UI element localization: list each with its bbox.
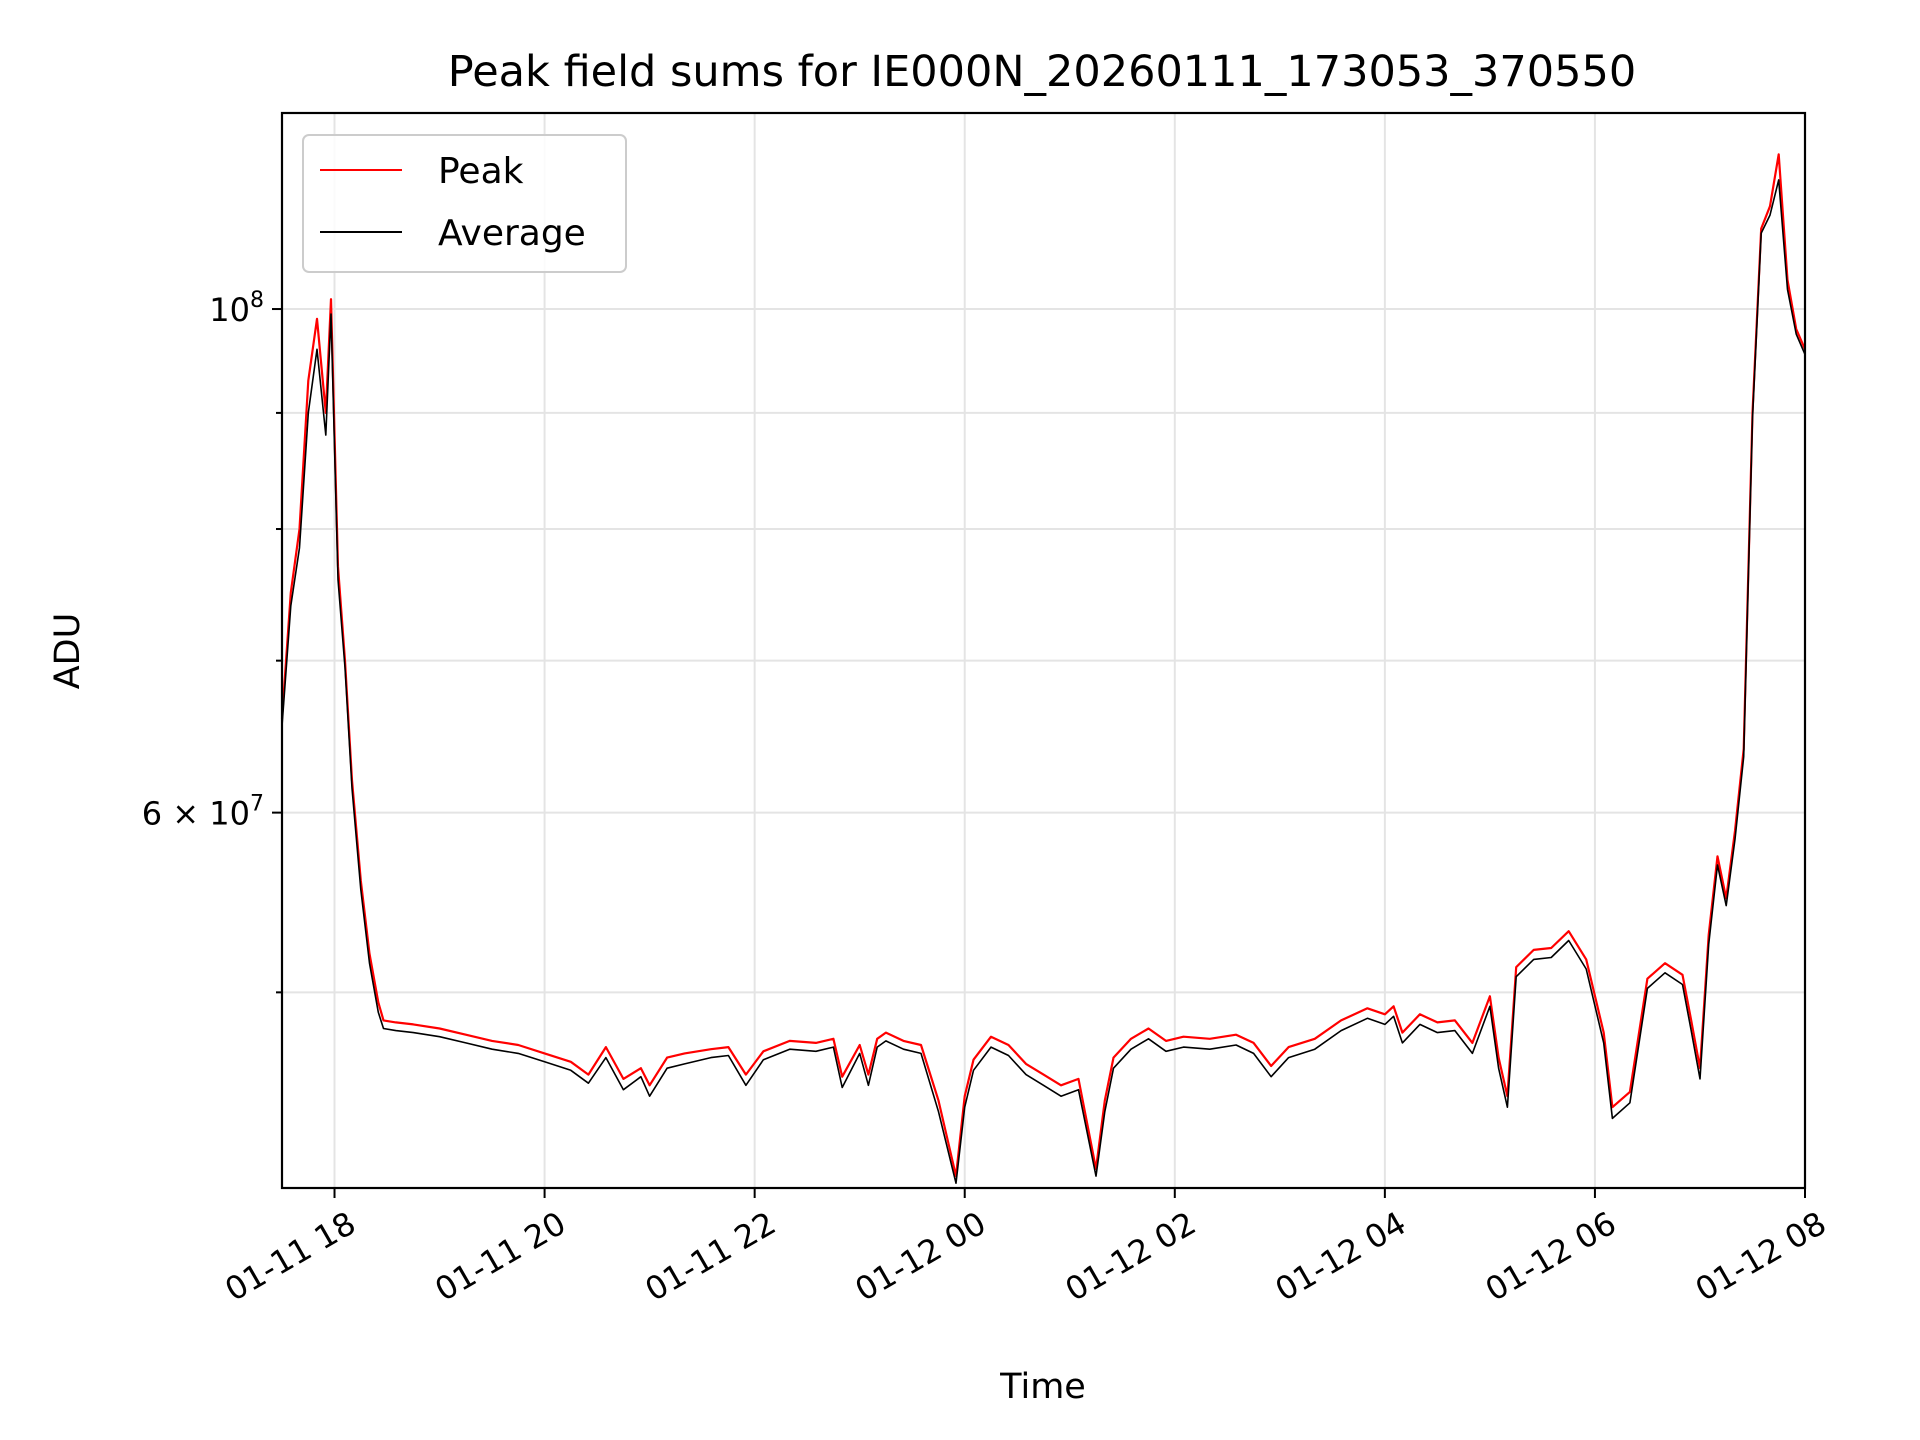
plot-frame [280,111,1807,1190]
y-tick-label: 108 [209,288,264,329]
y-axis-ticks: 108 6 × 107 [142,288,282,994]
legend-label-average: Average [438,213,586,254]
x-axis-label: Time [999,1367,1086,1407]
series-line-peak [280,153,1807,1178]
y-tick-label: 6 × 107 [142,792,264,833]
y-axis-label: ADU [48,613,88,690]
series-line-average [281,179,1806,1184]
legend: Peak Average [302,134,627,273]
legend-label-peak: Peak [438,151,524,192]
chart-title: Peak field sums for IE000N_20260111_1730… [448,47,1636,97]
plot-series [280,153,1807,1184]
